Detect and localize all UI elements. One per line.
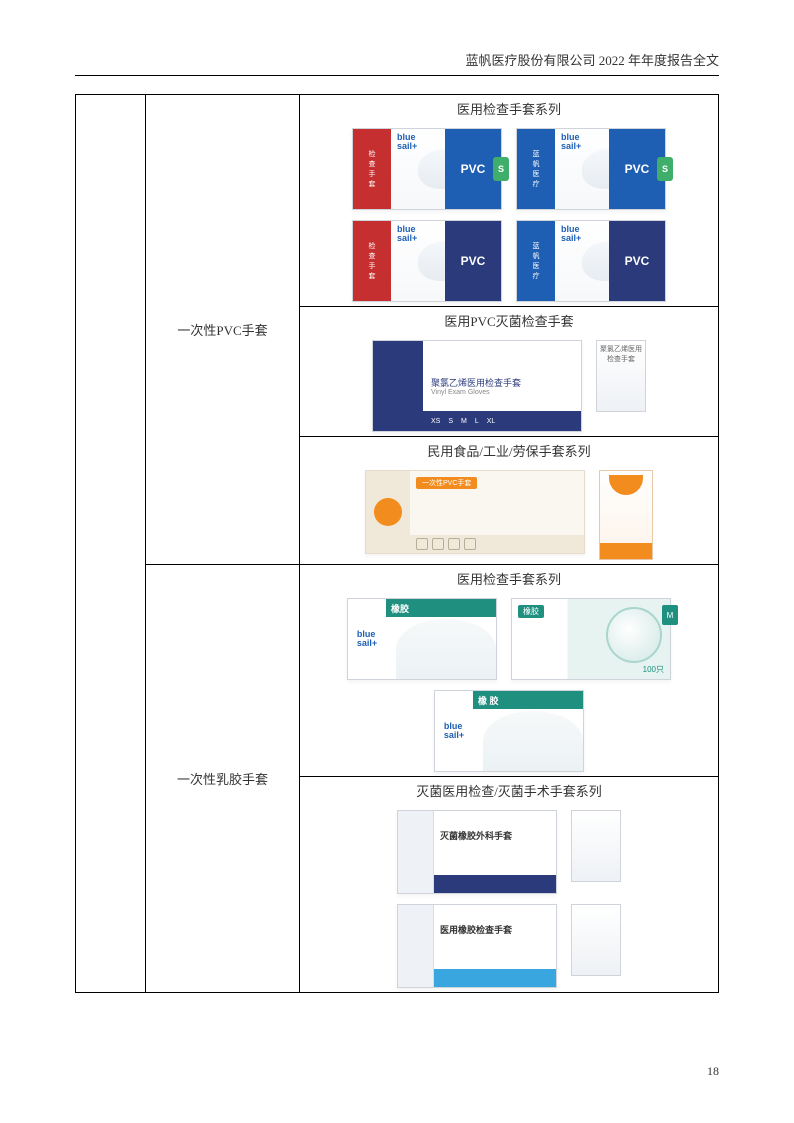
category-cell: 一次性乳胶手套 — [146, 565, 300, 993]
product-image: 聚氯乙烯医用检查手套 — [596, 340, 646, 412]
product-image: 检查手套 bluesail+ PVC — [352, 220, 502, 302]
cell-title: 医用PVC灭菌检查手套 — [304, 311, 714, 330]
cell-title: 医用检查手套系列 — [304, 569, 714, 588]
product-image — [571, 810, 621, 882]
product-image: 橡胶 100只 M — [511, 598, 671, 680]
product-image: 一次性PVC手套 — [365, 470, 585, 554]
category-cell: 一次性PVC手套 — [146, 95, 300, 565]
table-spacer — [76, 95, 146, 993]
page-header: 蓝帆医疗股份有限公司 2022 年年度报告全文 — [75, 50, 719, 76]
product-image — [599, 470, 653, 560]
product-image: 医用橡胶检查手套 — [397, 904, 557, 988]
product-image: 蓝帆医疗 bluesail+ PVC S — [516, 128, 666, 210]
product-image: bluesail+ 橡胶 — [347, 598, 497, 680]
product-cell: 医用检查手套系列 bluesail+ 橡胶 橡胶 100只 M bluesail… — [300, 565, 719, 777]
cell-title: 医用检查手套系列 — [304, 99, 714, 118]
product-cell: 灭菌医用检查/灭菌手术手套系列 灭菌橡胶外科手套 医用橡胶检查手套 — [300, 777, 719, 993]
product-image: 聚氯乙烯医用检查手套 Vinyl Exam Gloves XSSMLXL — [372, 340, 582, 432]
product-cell: 民用食品/工业/劳保手套系列 一次性PVC手套 — [300, 437, 719, 565]
product-image: 灭菌橡胶外科手套 — [397, 810, 557, 894]
product-image: 蓝帆医疗 bluesail+ PVC — [516, 220, 666, 302]
product-image: 检查手套 bluesail+ PVC S — [352, 128, 502, 210]
product-image: bluesail+ 橡 胶 — [434, 690, 584, 772]
page-number: 18 — [707, 1064, 719, 1079]
cell-title: 民用食品/工业/劳保手套系列 — [304, 441, 714, 460]
product-cell: 医用PVC灭菌检查手套 聚氯乙烯医用检查手套 Vinyl Exam Gloves… — [300, 307, 719, 437]
product-table: 一次性PVC手套医用检查手套系列 检查手套 bluesail+ PVC S 蓝帆… — [75, 94, 719, 993]
cell-title: 灭菌医用检查/灭菌手术手套系列 — [304, 781, 714, 800]
product-cell: 医用检查手套系列 检查手套 bluesail+ PVC S 蓝帆医疗 blues… — [300, 95, 719, 307]
product-image — [571, 904, 621, 976]
